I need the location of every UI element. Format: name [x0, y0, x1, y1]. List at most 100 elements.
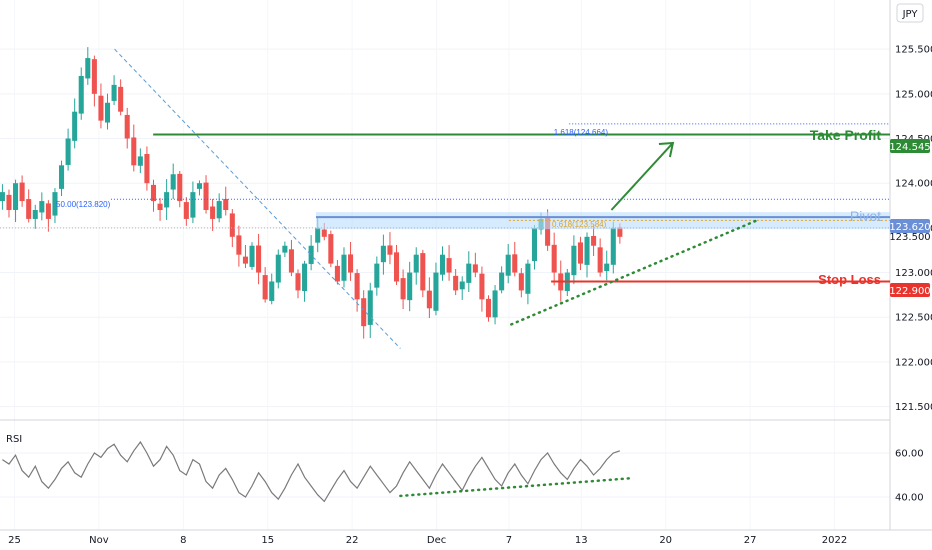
candle-body [262, 275, 268, 300]
candle-body [367, 290, 373, 325]
candle-body [597, 247, 603, 273]
fib-0618-label: 0.618(123.584) [552, 220, 607, 229]
x-tick-label: 20 [659, 535, 672, 546]
candle-body [111, 84, 117, 101]
candle-body [328, 234, 334, 264]
candle-body [479, 273, 485, 300]
candle-body [236, 235, 242, 255]
candle-body [58, 165, 65, 189]
x-tick-label: 27 [744, 535, 757, 546]
candle-body [413, 254, 419, 273]
candle-body [0, 192, 5, 202]
candle-body [387, 245, 393, 255]
rsi-support-trend-line [399, 477, 631, 498]
svg-text:123.620: 123.620 [889, 222, 930, 233]
candle-body [499, 272, 505, 291]
candle-body [420, 253, 426, 291]
candles [0, 47, 623, 339]
rsi-pane [2, 440, 631, 503]
stop-loss-label: Stop Loss [818, 272, 881, 287]
candle-body [177, 173, 183, 202]
x-tick-label: 8 [180, 535, 186, 546]
candle-body [78, 75, 84, 114]
candle-body [380, 245, 386, 263]
candle-body [295, 273, 301, 291]
fib-1618-label: 1.618(124.664) [554, 128, 609, 137]
x-tick-label: 22 [346, 535, 359, 546]
candle-body [426, 290, 432, 309]
candle-body [282, 245, 288, 253]
drawings [0, 48, 891, 349]
candle-body [308, 245, 314, 264]
stop-loss-price-tag: 122.900 [889, 283, 931, 297]
candle-body [157, 203, 163, 210]
rsi-line [2, 440, 621, 503]
candle-body [505, 254, 511, 276]
candle-body [407, 272, 413, 301]
rsi-tick-label: 40.00 [895, 493, 924, 504]
candle-body [275, 254, 281, 283]
candle-body [249, 245, 255, 267]
svg-text:JPY: JPY [902, 9, 919, 20]
take-profit-label: Take Profit [810, 127, 882, 143]
candle-body [361, 298, 367, 327]
x-tick-label: Nov [89, 535, 109, 546]
candle-body [19, 182, 25, 202]
candle-body [518, 273, 524, 291]
pivot-label: Pivot [850, 208, 881, 224]
y-tick-label: 122.500 [895, 313, 932, 324]
candle-body [591, 235, 597, 246]
candle-body [348, 254, 354, 273]
candle-body [321, 229, 327, 237]
candle-body [400, 278, 406, 300]
candle-body [26, 199, 32, 219]
candle-body [459, 281, 465, 290]
target-arrow [610, 142, 674, 211]
x-tick-label: Dec [427, 535, 446, 546]
candle-body [512, 254, 518, 273]
candle-body [170, 174, 176, 190]
candle-body [6, 194, 12, 210]
candle-body [472, 264, 478, 273]
candle-body [124, 114, 130, 139]
x-tick-label: 25 [8, 535, 21, 546]
candle-body [183, 202, 189, 219]
currency-badge[interactable]: JPY [896, 3, 924, 23]
take-profit-price-tag: 124.545 [889, 139, 931, 153]
candle-body [446, 258, 452, 273]
candle-body [531, 227, 538, 262]
candle-body [72, 111, 78, 141]
candle-body [466, 263, 472, 283]
x-tick-label: 7 [506, 535, 512, 546]
candle-body [551, 244, 557, 273]
x-tick-label: 13 [575, 535, 588, 546]
rsi-tick-label: 60.00 [895, 449, 924, 460]
candle-body [617, 227, 623, 237]
candle-body [545, 217, 551, 246]
svg-text:124.545: 124.545 [889, 142, 930, 153]
candle-body [492, 290, 498, 318]
candle-body [288, 249, 294, 273]
candle-body [223, 198, 229, 210]
candle-body [374, 263, 380, 288]
candle-body [610, 227, 616, 265]
target-arrowhead [658, 141, 675, 158]
x-tick-label: 15 [261, 535, 274, 546]
candle-body [577, 242, 583, 264]
candle-body [164, 192, 170, 208]
candle-body [32, 210, 38, 219]
candle-body [13, 183, 19, 210]
y-tick-label: 125.500 [895, 45, 932, 56]
candle-body [584, 236, 590, 265]
candle-body [229, 213, 235, 237]
candle-body [315, 227, 321, 243]
candle-body [150, 184, 157, 202]
y-tick-label: 121.500 [895, 402, 932, 413]
candle-body [118, 86, 124, 112]
candle-body [571, 245, 577, 276]
candle-body [302, 263, 308, 292]
candle-body [203, 182, 209, 210]
candle-body [65, 138, 71, 165]
candle-body [393, 252, 400, 282]
